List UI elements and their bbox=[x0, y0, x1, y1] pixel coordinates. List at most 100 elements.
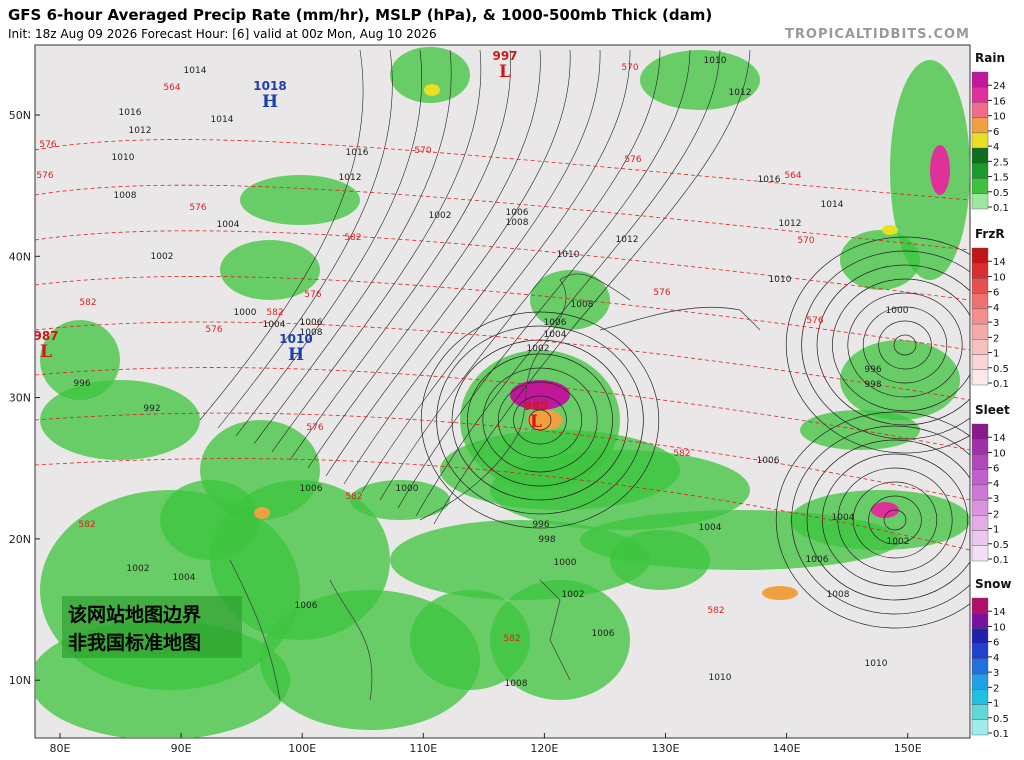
isobar bbox=[343, 49, 601, 485]
center-value: 985 bbox=[523, 399, 548, 413]
isobar-label: 1000 bbox=[396, 484, 419, 494]
isobar bbox=[775, 411, 970, 629]
thickness-line bbox=[35, 321, 970, 401]
isobar-label: 998 bbox=[538, 535, 555, 545]
legend-swatch bbox=[971, 545, 989, 562]
isobar bbox=[791, 425, 970, 615]
isobar-label: 1012 bbox=[729, 88, 752, 98]
legend-swatch bbox=[971, 71, 989, 88]
precip-area bbox=[840, 340, 960, 420]
subtitle: Init: 18z Aug 09 2026 Forecast Hour: [6]… bbox=[8, 27, 437, 41]
isobar-label: 1002 bbox=[562, 590, 585, 600]
isobar bbox=[883, 509, 907, 531]
isobar bbox=[785, 236, 970, 454]
legend-swatch bbox=[971, 323, 989, 340]
legend-tick-label: 0.5 bbox=[993, 540, 1009, 551]
legend-tick-label: 1 bbox=[993, 699, 999, 710]
isobar-label: 1008 bbox=[827, 590, 850, 600]
isobar-label: 1012 bbox=[616, 235, 639, 245]
isobar-label: 1016 bbox=[119, 108, 142, 118]
isobar-label: 1010 bbox=[865, 659, 888, 669]
thickness-label: 564 bbox=[163, 83, 180, 93]
precip-area bbox=[40, 320, 120, 400]
lat-label: 10N bbox=[9, 674, 31, 687]
legend-tick-label: 0.5 bbox=[993, 714, 1009, 725]
legend-swatch bbox=[971, 530, 989, 546]
isobar bbox=[862, 306, 948, 384]
legend-tick-label: 24 bbox=[993, 81, 1006, 92]
isobar-label: 1000 bbox=[554, 558, 577, 568]
precip-area bbox=[350, 480, 450, 520]
legend-tick-label: 10 bbox=[993, 448, 1006, 459]
isobar-label: 1004 bbox=[699, 523, 722, 533]
thickness-label: 576 bbox=[36, 171, 53, 181]
isobar-label: 1016 bbox=[346, 148, 369, 158]
legend-swatch bbox=[971, 484, 989, 501]
legend-swatch bbox=[971, 87, 989, 103]
center-symbol: H bbox=[262, 92, 278, 112]
thickness-label: 582 bbox=[79, 298, 96, 308]
legend-swatch bbox=[971, 628, 989, 644]
legend-tick-label: 2.5 bbox=[993, 157, 1009, 168]
legend-tick-label: 10 bbox=[993, 112, 1006, 123]
center-symbol: L bbox=[40, 342, 52, 362]
isobar-label: 996 bbox=[73, 379, 90, 389]
thickness-label: 576 bbox=[624, 155, 641, 165]
legend-tick-label: 1 bbox=[993, 349, 999, 360]
legend-tick-label: 2 bbox=[993, 683, 999, 694]
map-content: 1014101610121014101010081004100210121016… bbox=[33, 47, 970, 738]
legend-swatch bbox=[971, 423, 989, 440]
isobar bbox=[832, 278, 970, 412]
isobar bbox=[379, 49, 661, 501]
isobar bbox=[436, 325, 644, 515]
legend-swatch bbox=[971, 117, 989, 134]
isobar-label: 1004 bbox=[544, 330, 567, 340]
isobar-label: 998 bbox=[864, 380, 881, 390]
isobar bbox=[513, 395, 567, 445]
center-value: 987 bbox=[33, 329, 58, 343]
legend-tick-label: 0.5 bbox=[993, 364, 1009, 375]
isobar bbox=[893, 334, 917, 356]
isobar-label: 1012 bbox=[779, 219, 802, 229]
lon-label: 100E bbox=[288, 742, 316, 755]
lat-label: 40N bbox=[9, 250, 31, 263]
isobar-label: 1002 bbox=[887, 537, 910, 547]
isobar-label: 1008 bbox=[505, 679, 528, 689]
heavy-precip bbox=[930, 145, 950, 195]
thickness-label: 582 bbox=[707, 606, 724, 616]
thickness-line bbox=[35, 276, 970, 351]
legend-tick-label: 16 bbox=[993, 96, 1006, 107]
legend-tick-label: 3 bbox=[993, 668, 999, 679]
legend-tick-label: 10 bbox=[993, 622, 1006, 633]
isobar-label: 1006 bbox=[506, 208, 529, 218]
isobar bbox=[253, 49, 452, 445]
isobar-label: 1006 bbox=[544, 318, 567, 328]
lon-label: 150E bbox=[894, 742, 922, 755]
legend-title: Snow bbox=[975, 577, 1012, 591]
thickness-line bbox=[35, 367, 970, 451]
legend-tick-label: 2 bbox=[993, 509, 999, 520]
legend-tick-label: 4 bbox=[993, 479, 999, 490]
isobar bbox=[822, 453, 968, 587]
isobar bbox=[816, 264, 970, 426]
legend-tick-label: 1.5 bbox=[993, 173, 1009, 184]
precip-area bbox=[260, 590, 480, 730]
legend-swatch bbox=[971, 147, 989, 164]
thickness-label: 582 bbox=[345, 492, 362, 502]
thickness-label: 570 bbox=[797, 236, 814, 246]
thickness-label: 582 bbox=[503, 634, 520, 644]
legend-swatch bbox=[971, 439, 989, 455]
legend-title: Rain bbox=[975, 51, 1005, 65]
isobar-label: 1010 bbox=[769, 275, 792, 285]
center-symbol: L bbox=[530, 412, 542, 432]
precip-area bbox=[790, 490, 970, 550]
isobar-label: 1012 bbox=[339, 173, 362, 183]
legend-tick-label: 0.1 bbox=[993, 729, 1009, 740]
thickness-label: 570 bbox=[414, 146, 431, 156]
legend-tick-label: 0.1 bbox=[993, 203, 1009, 214]
isobar-label: 1006 bbox=[300, 318, 323, 328]
title: GFS 6-hour Averaged Precip Rate (mm/hr),… bbox=[8, 6, 712, 24]
isobar bbox=[199, 49, 364, 421]
isobar-label: 1006 bbox=[295, 601, 318, 611]
legend-swatch bbox=[971, 515, 989, 531]
